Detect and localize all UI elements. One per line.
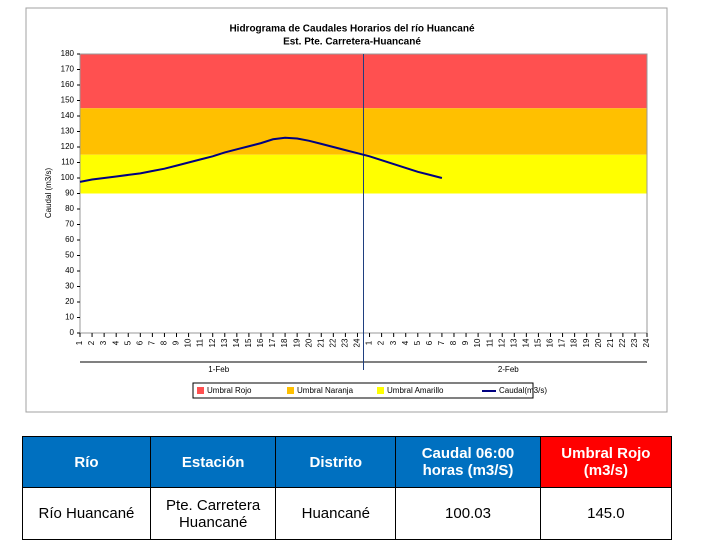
x-tick-label: 7 (147, 340, 156, 345)
x-tick-label: 6 (425, 340, 434, 345)
body-cell: 145.0 (539, 487, 673, 540)
x-tick-label: 13 (509, 338, 518, 347)
y-tick-label: 10 (65, 313, 74, 322)
x-tick-label: 12 (497, 338, 506, 347)
info-table: Río Estación Distrito Caudal 06:00 horas (m… (22, 436, 673, 540)
x-tick-label: 23 (341, 338, 350, 347)
x-tick-label: 5 (413, 340, 422, 345)
x-tick-label: 10 (473, 338, 482, 347)
x-tick-label: 13 (220, 338, 229, 347)
x-tick-label: 19 (582, 338, 591, 347)
group-label: 1-Feb (208, 365, 229, 374)
x-tick-label: 21 (606, 338, 615, 347)
x-tick-label: 17 (268, 338, 277, 347)
header-cell: Caudal 06:00 horas (m3/S) (395, 436, 541, 488)
legend-swatch (197, 387, 204, 394)
x-tick-label: 11 (196, 338, 205, 347)
x-tick-label: 1 (365, 340, 374, 345)
y-tick-label: 30 (65, 282, 74, 291)
header-cell: Distrito (275, 436, 397, 488)
legend-label: Caudal(m3/s) (499, 386, 547, 395)
x-tick-label: 8 (449, 340, 458, 345)
body-cell: Huancané (275, 487, 397, 540)
y-tick-label: 150 (61, 96, 75, 105)
series-line (79, 136, 443, 183)
x-tick-label: 4 (111, 340, 120, 345)
y-tick-label: 80 (65, 204, 74, 213)
y-tick-label: 100 (61, 173, 75, 182)
x-tick-label: 20 (594, 338, 603, 347)
x-tick-label: 12 (208, 338, 217, 347)
y-tick-label: 60 (65, 235, 74, 244)
x-tick-label: 17 (558, 338, 567, 347)
chart: Hidrograma de Caudales Horarios del río … (25, 7, 668, 413)
x-tick-label: 15 (534, 338, 543, 347)
body-cell: Pte. Carretera Huancané (149, 487, 277, 540)
x-tick-label: 3 (99, 340, 108, 345)
body-cell: 100.03 (395, 487, 541, 540)
legend-label: Umbral Rojo (207, 386, 252, 395)
x-tick-label: 24 (642, 338, 651, 347)
y-tick-label: 50 (65, 251, 74, 260)
y-tick-label: 180 (61, 49, 75, 58)
x-tick-label: 23 (630, 338, 639, 347)
chart-subtitle: Est. Pte. Carretera-Huancané (283, 37, 421, 48)
x-tick-label: 1 (75, 340, 84, 345)
y-tick-label: 90 (65, 189, 74, 198)
y-tick-label: 70 (65, 220, 74, 229)
x-tick-label: 18 (570, 338, 579, 347)
legend-swatch (287, 387, 294, 394)
x-tick-label: 7 (437, 340, 446, 345)
legend-box (192, 382, 534, 399)
x-tick-label: 9 (461, 340, 470, 345)
group-label: 2-Feb (498, 365, 519, 374)
x-tick-label: 24 (353, 338, 362, 347)
x-tick-label: 8 (160, 340, 169, 345)
x-tick-label: 14 (521, 338, 530, 347)
y-tick-label: 170 (61, 65, 75, 74)
x-tick-label: 11 (485, 338, 494, 347)
y-tick-label: 160 (61, 80, 75, 89)
x-tick-label: 16 (546, 338, 555, 347)
header-row: Río Estación Distrito Caudal 06:00 horas (m… (22, 436, 673, 488)
x-tick-label: 22 (328, 338, 337, 347)
y-tick-label: 0 (70, 328, 75, 337)
x-tick-label: 21 (316, 338, 325, 347)
x-tick-label: 15 (244, 338, 253, 347)
legend-label: Umbral Naranja (297, 386, 354, 395)
y-tick-label: 130 (61, 127, 75, 136)
x-tick-label: 6 (135, 340, 144, 345)
x-tick-label: 4 (401, 340, 410, 345)
x-tick-label: 18 (280, 338, 289, 347)
y-tick-label: 120 (61, 142, 75, 151)
body-row: Río Huancané Pte. Carretera Huancané Huanc… (22, 487, 673, 540)
header-cell: Estación (149, 436, 277, 488)
y-tick-label: 20 (65, 297, 74, 306)
x-tick-label: 5 (123, 340, 132, 345)
x-tick-label: 3 (389, 340, 398, 345)
x-tick-label: 14 (232, 338, 241, 347)
x-tick-label: 2 (87, 340, 96, 345)
header-cell: Río (22, 436, 151, 488)
x-tick-label: 2 (377, 340, 386, 345)
header-cell: Umbral Rojo (m3/s) (539, 436, 673, 488)
x-tick-label: 9 (172, 340, 181, 345)
x-tick-label: 22 (618, 338, 627, 347)
y-tick-label: 140 (61, 111, 75, 120)
body-cell: Río Huancané (22, 487, 151, 540)
y-tick-label: 110 (61, 158, 74, 167)
y-axis-label: Caudal (m3/s) (44, 168, 53, 219)
legend-swatch (377, 387, 384, 394)
y-tick-label: 40 (65, 266, 74, 275)
x-tick-label: 16 (256, 338, 265, 347)
legend-label: Umbral Amarillo (387, 386, 444, 395)
x-tick-label: 10 (184, 338, 193, 347)
x-tick-label: 19 (292, 338, 301, 347)
x-tick-label: 20 (304, 338, 313, 347)
chart-title: Hidrograma de Caudales Horarios del río … (229, 24, 475, 35)
